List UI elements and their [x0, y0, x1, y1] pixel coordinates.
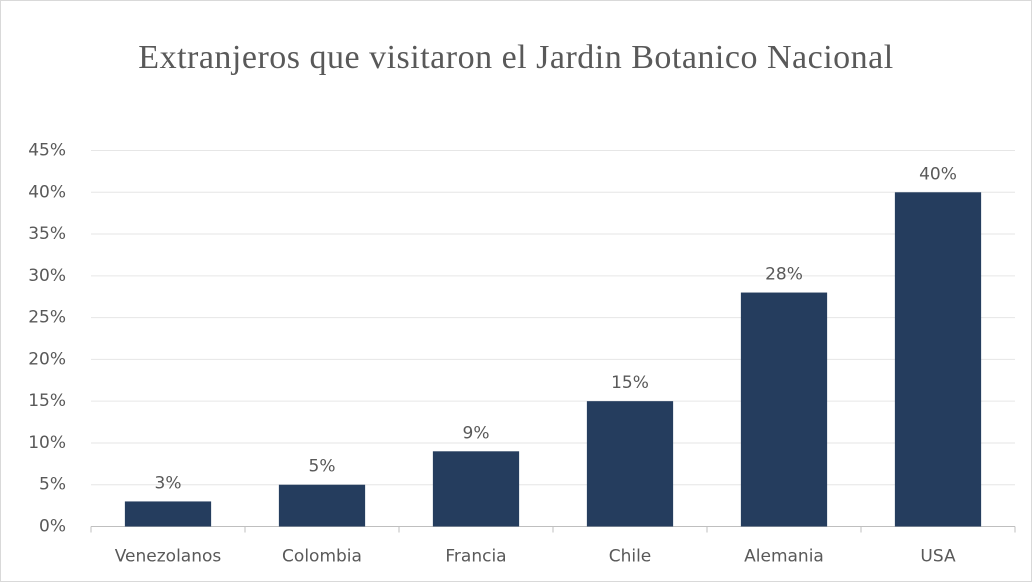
bar: [432, 451, 520, 527]
y-tick-label: 45%: [28, 141, 66, 161]
y-tick-label: 5%: [39, 475, 66, 495]
data-label: 28%: [765, 265, 803, 285]
data-label: 9%: [463, 423, 490, 443]
x-tick-label: Colombia: [282, 547, 362, 567]
data-label: 5%: [309, 457, 336, 477]
data-label: 15%: [611, 373, 649, 393]
bar: [124, 501, 212, 527]
y-tick-label: 10%: [28, 433, 66, 453]
x-tick-label: USA: [920, 547, 956, 567]
y-tick-label: 15%: [28, 391, 66, 411]
data-label: 3%: [155, 473, 182, 493]
y-tick-label: 40%: [28, 182, 66, 202]
y-tick-label: 20%: [28, 349, 66, 369]
bar: [278, 484, 366, 527]
chart-title: Extranjeros que visitaron el Jardin Bota…: [138, 39, 894, 76]
x-tick-label: Chile: [609, 547, 652, 567]
bar: [586, 401, 674, 527]
y-tick-label: 30%: [28, 266, 66, 286]
y-tick-label: 35%: [28, 224, 66, 244]
bar: [894, 192, 982, 527]
x-tick-label: Alemania: [744, 547, 824, 567]
x-tick-label: Venezolanos: [115, 547, 222, 567]
x-tick-label: Francia: [445, 547, 506, 567]
bar: [740, 292, 828, 527]
y-tick-label: 0%: [39, 517, 66, 537]
data-label: 40%: [919, 164, 957, 184]
y-tick-label: 25%: [28, 308, 66, 328]
